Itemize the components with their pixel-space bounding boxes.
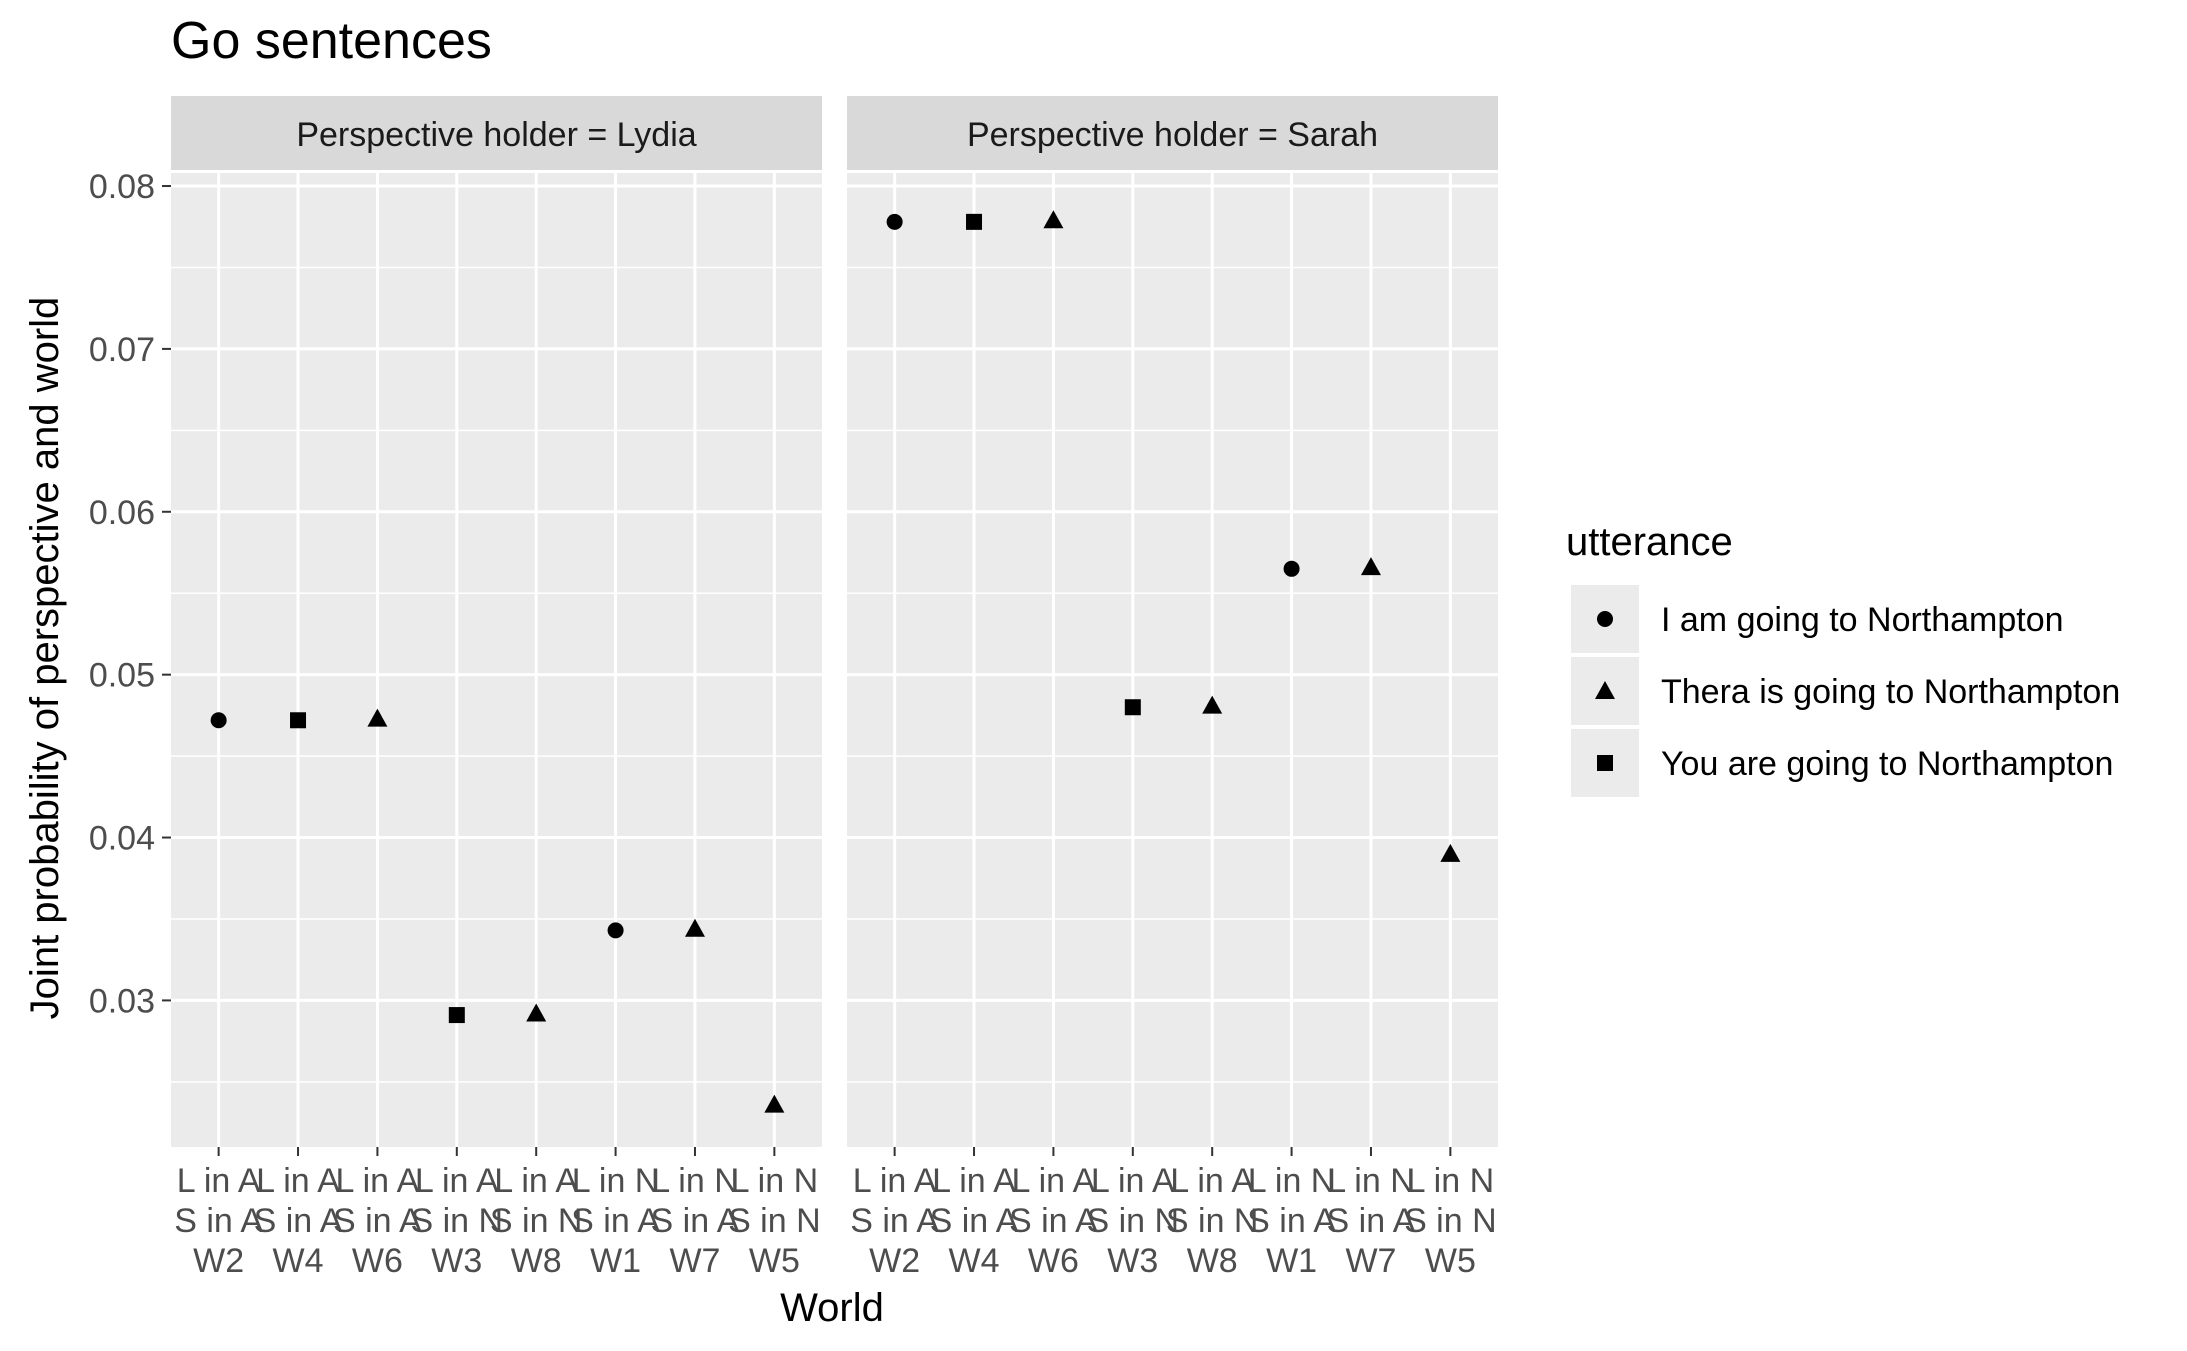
x-tick-label-line2: S in A: [930, 1202, 1019, 1240]
x-tick-label-line1: L in N: [1327, 1162, 1415, 1200]
data-point-square: [1124, 699, 1141, 716]
x-tick-label-line3: W8: [511, 1242, 562, 1280]
data-point-circle: [1283, 560, 1300, 577]
x-tick-label-line1: L in N: [1248, 1162, 1336, 1200]
x-tick-label-line1: L in A: [1170, 1162, 1254, 1200]
x-tick-label-line2: S in N: [1166, 1202, 1259, 1240]
x-tick-label-line2: S in N: [1404, 1202, 1497, 1240]
data-point-triangle: [1043, 210, 1064, 229]
data-point-square: [448, 1007, 465, 1024]
x-tick-label-line2: S in N: [411, 1202, 504, 1240]
panel-background: [171, 173, 822, 1147]
x-tick-label-line3: W4: [273, 1242, 324, 1280]
x-tick-label-line1: L in A: [1012, 1162, 1096, 1200]
panel-background: [847, 173, 1498, 1147]
facet-strip: [847, 96, 1498, 170]
legend-item: I am going to Northampton: [1571, 585, 2064, 653]
x-tick-label-line1: L in A: [336, 1162, 420, 1200]
data-point-circle: [607, 922, 624, 939]
y-tick-label: 0.03: [89, 982, 155, 1020]
x-tick-label-line1: L in N: [1407, 1162, 1495, 1200]
facet-strip: [171, 96, 822, 170]
data-point-square: [290, 712, 307, 729]
x-tick-label-line3: W7: [669, 1242, 720, 1280]
x-axis-label: World: [780, 1286, 884, 1330]
y-axis: 0.03 0.04 0.05 0.06 0.07 0.08: [89, 168, 171, 1020]
x-tick-label-line3: W3: [431, 1242, 482, 1280]
x-tick-label-line3: W2: [193, 1242, 244, 1280]
x-tick-label-line2: S in A: [1009, 1202, 1098, 1240]
data-point-triangle: [367, 708, 388, 727]
legend-title: utterance: [1566, 520, 1733, 564]
legend-label: You are going to Northampton: [1661, 745, 2113, 783]
y-tick-label: 0.05: [89, 657, 155, 695]
data-point-triangle: [684, 918, 705, 937]
x-tick-label-line3: W1: [590, 1242, 641, 1280]
legend-symbol-circle: [1597, 611, 1613, 627]
x-tick-label-line3: W5: [1425, 1242, 1476, 1280]
x-tick-label-line2: S in A: [254, 1202, 343, 1240]
x-tick-label-line3: W2: [869, 1242, 920, 1280]
data-point-triangle: [1440, 843, 1461, 862]
data-point-circle: [210, 712, 227, 729]
x-tick-label-line2: S in N: [728, 1202, 821, 1240]
data-point-triangle: [1360, 557, 1381, 576]
x-tick-label-line3: W5: [749, 1242, 800, 1280]
x-tick-label-line1: L in A: [494, 1162, 578, 1200]
x-tick-label-line2: S in A: [1247, 1202, 1336, 1240]
facet-strip-label: Perspective holder = Sarah: [967, 116, 1378, 154]
x-tick-label-line1: L in N: [731, 1162, 819, 1200]
x-tick-label-line3: W6: [1028, 1242, 1079, 1280]
legend-label: I am going to Northampton: [1661, 601, 2064, 639]
legend-item: Thera is going to Northampton: [1571, 657, 2120, 725]
x-tick-label-line2: S in A: [850, 1202, 939, 1240]
x-tick-label-line2: S in A: [651, 1202, 740, 1240]
y-tick-label: 0.06: [89, 494, 155, 532]
x-tick-label-line1: L in N: [651, 1162, 739, 1200]
x-tick-label-line1: L in A: [853, 1162, 937, 1200]
facet-strip-label: Perspective holder = Lydia: [296, 116, 696, 154]
y-axis-label: Joint probability of perspective and wor…: [23, 297, 67, 1020]
x-tick-label-line1: L in A: [1091, 1162, 1175, 1200]
data-point-square: [966, 213, 983, 230]
y-tick-label: 0.07: [89, 331, 155, 369]
data-point-triangle: [764, 1094, 785, 1113]
y-tick-label: 0.04: [89, 820, 155, 858]
x-tick-label-line2: S in A: [174, 1202, 263, 1240]
x-tick-label-line3: W6: [352, 1242, 403, 1280]
x-tick-label-line2: S in A: [1327, 1202, 1416, 1240]
x-tick-label-line2: S in A: [571, 1202, 660, 1240]
legend-symbol-triangle: [1595, 681, 1615, 699]
x-tick-label-line1: L in A: [415, 1162, 499, 1200]
chart-title: Go sentences: [171, 12, 492, 70]
x-tick-label-line3: W8: [1187, 1242, 1238, 1280]
x-tick-label-line3: W4: [949, 1242, 1000, 1280]
legend: utterance I am going to Northampton Thera…: [1566, 520, 2120, 797]
data-point-triangle: [1202, 695, 1223, 714]
x-tick-label-line1: L in A: [256, 1162, 340, 1200]
x-tick-label-line1: L in N: [572, 1162, 660, 1200]
x-tick-label-line2: S in N: [490, 1202, 583, 1240]
data-point-triangle: [526, 1003, 547, 1022]
legend-label: Thera is going to Northampton: [1661, 673, 2120, 711]
x-tick-label-line1: L in A: [177, 1162, 261, 1200]
y-tick-label: 0.08: [89, 168, 155, 206]
legend-item: You are going to Northampton: [1571, 729, 2113, 797]
x-tick-label-line3: W1: [1266, 1242, 1317, 1280]
data-point-circle: [886, 213, 903, 230]
x-tick-label-line2: S in N: [1087, 1202, 1180, 1240]
x-tick-label-line3: W3: [1107, 1242, 1158, 1280]
x-tick-label-line2: S in A: [333, 1202, 422, 1240]
x-tick-label-line1: L in A: [932, 1162, 1016, 1200]
legend-symbol-square: [1597, 755, 1613, 771]
x-tick-label-line3: W7: [1345, 1242, 1396, 1280]
